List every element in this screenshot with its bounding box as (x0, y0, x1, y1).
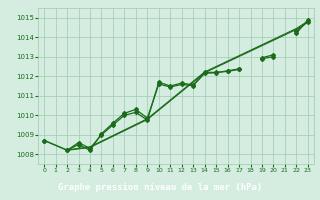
Text: Graphe pression niveau de la mer (hPa): Graphe pression niveau de la mer (hPa) (58, 184, 262, 192)
